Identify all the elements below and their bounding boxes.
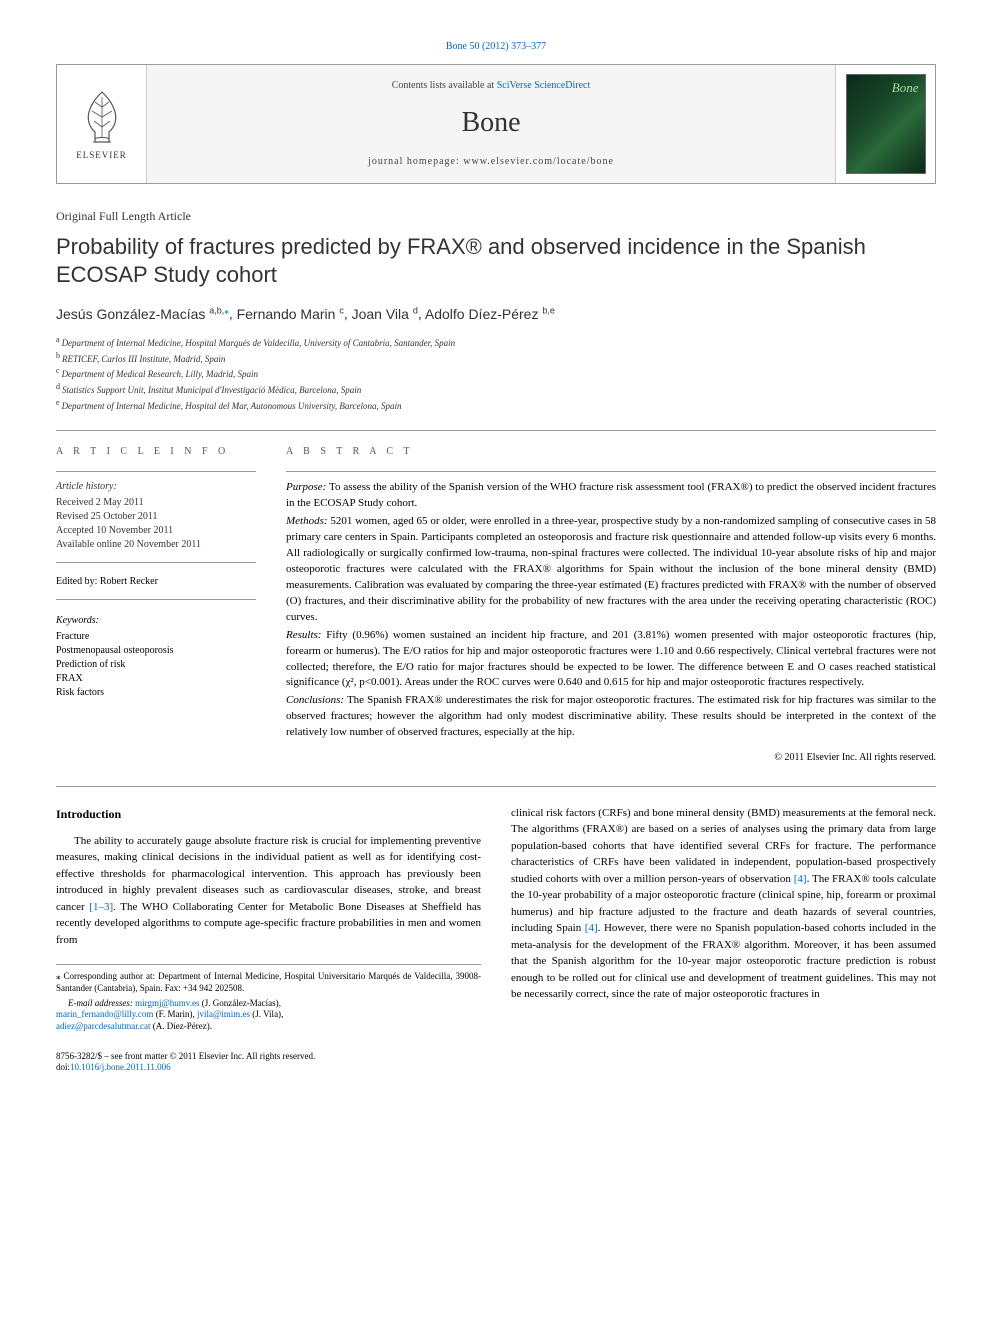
- journal-cover: Bone: [835, 65, 935, 183]
- email-link[interactable]: jvila@imim.es: [197, 1009, 250, 1019]
- edited-by: Edited by: Robert Recker: [56, 575, 256, 589]
- author: Adolfo Díez-Pérez b,e: [425, 306, 555, 322]
- article-type: Original Full Length Article: [56, 208, 936, 225]
- email-link[interactable]: marin_fernando@lilly.com: [56, 1009, 153, 1019]
- elsevier-tree-icon: [77, 87, 127, 147]
- affiliation: d Statistics Support Unit, Institut Muni…: [56, 381, 936, 397]
- keyword: Postmenopausal osteoporosis: [56, 644, 256, 658]
- journal-name: Bone: [461, 103, 520, 142]
- cover-title: Bone: [892, 79, 919, 97]
- ref-link-4b[interactable]: [4]: [585, 922, 598, 934]
- author: Fernando Marin c: [237, 306, 344, 322]
- journal-homepage: journal homepage: www.elsevier.com/locat…: [368, 155, 614, 169]
- history-line: Received 2 May 2011: [56, 496, 256, 510]
- journal-header: ELSEVIER Contents lists available at Sci…: [56, 64, 936, 184]
- email-link[interactable]: mirgmj@humv.es: [135, 998, 199, 1008]
- keyword: Prediction of risk: [56, 658, 256, 672]
- intro-heading: Introduction: [56, 805, 481, 823]
- footer: 8756-3282/$ – see front matter © 2011 El…: [56, 1051, 481, 1074]
- history-line: Accepted 10 November 2011: [56, 524, 256, 538]
- body-divider: [56, 786, 936, 787]
- keyword: FRAX: [56, 672, 256, 686]
- history-line: Available online 20 November 2011: [56, 538, 256, 552]
- intro-para-left: The ability to accurately gauge absolute…: [56, 833, 481, 949]
- email-link[interactable]: adiez@parcdesalutmar.cat: [56, 1021, 151, 1031]
- top-citation: Bone 50 (2012) 373–377: [56, 40, 936, 54]
- history-line: Revised 25 October 2011: [56, 510, 256, 524]
- abstract-copyright: © 2011 Elsevier Inc. All rights reserved…: [286, 751, 936, 766]
- keyword: Fracture: [56, 630, 256, 644]
- footnotes: ⁎ Corresponding author at: Department of…: [56, 964, 481, 1032]
- doi-link[interactable]: 10.1016/j.bone.2011.11.006: [70, 1062, 171, 1072]
- author-list: Jesús González-Macías a,b,⁎, Fernando Ma…: [56, 304, 936, 324]
- article-history: Article history: Received 2 May 2011Revi…: [56, 480, 256, 552]
- abstract-text: Purpose: To assess the ability of the Sp…: [286, 480, 936, 766]
- footer-copyright: 8756-3282/$ – see front matter © 2011 El…: [56, 1051, 481, 1063]
- affiliation: c Department of Medical Research, Lilly,…: [56, 365, 936, 381]
- author: Jesús González-Macías a,b,⁎: [56, 306, 229, 322]
- author: Joan Vila d: [352, 306, 418, 322]
- keywords: FracturePostmenopausal osteoporosisPredi…: [56, 630, 256, 700]
- article-info-label: A R T I C L E I N F O: [56, 445, 256, 459]
- contents-available: Contents lists available at SciVerse Sci…: [392, 79, 591, 93]
- article-title: Probability of fractures predicted by FR…: [56, 233, 936, 290]
- abstract-label: A B S T R A C T: [286, 445, 936, 459]
- scidirect-link[interactable]: SciVerse ScienceDirect: [497, 80, 591, 91]
- corresponding-star[interactable]: ⁎: [224, 305, 229, 315]
- affiliation: b RETICEF, Carlos III Institute, Madrid,…: [56, 350, 936, 366]
- ref-link-4a[interactable]: [4]: [794, 873, 807, 885]
- keyword: Risk factors: [56, 686, 256, 700]
- publisher-logo: ELSEVIER: [57, 65, 147, 183]
- elsevier-label: ELSEVIER: [76, 149, 127, 162]
- affiliation: e Department of Internal Medicine, Hospi…: [56, 397, 936, 413]
- affiliation-list: a Department of Internal Medicine, Hospi…: [56, 334, 936, 412]
- keywords-title: Keywords:: [56, 614, 256, 628]
- ref-link-1-3[interactable]: [1–3]: [89, 901, 113, 913]
- top-citation-link[interactable]: Bone 50 (2012) 373–377: [446, 41, 546, 52]
- divider: [56, 430, 936, 431]
- intro-para-right: clinical risk factors (CRFs) and bone mi…: [511, 805, 936, 1003]
- history-title: Article history:: [56, 480, 256, 494]
- affiliation: a Department of Internal Medicine, Hospi…: [56, 334, 936, 350]
